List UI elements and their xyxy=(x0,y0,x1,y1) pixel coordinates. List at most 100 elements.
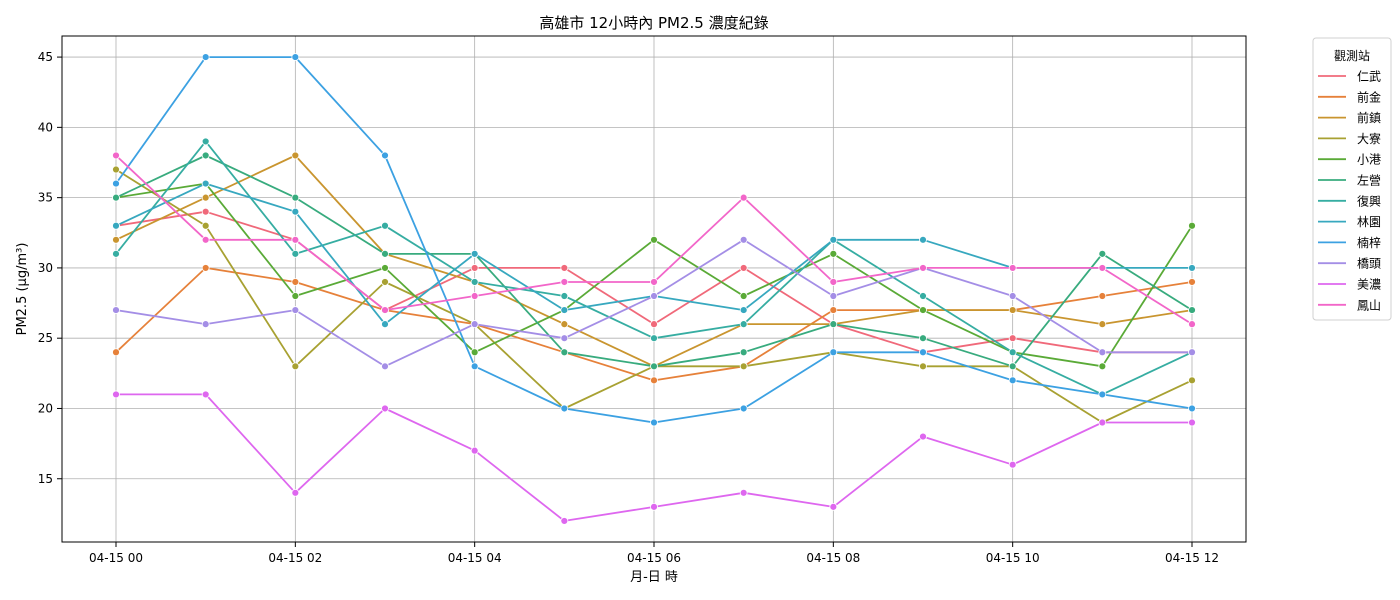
data-point xyxy=(381,249,389,258)
data-point xyxy=(112,348,120,357)
x-tick-label: 04-15 02 xyxy=(268,551,322,565)
data-point xyxy=(650,376,658,385)
data-point xyxy=(112,306,120,314)
data-point xyxy=(919,334,927,343)
data-point xyxy=(739,488,748,497)
data-point xyxy=(291,235,300,244)
data-point xyxy=(829,292,838,300)
data-point xyxy=(829,348,838,357)
data-point xyxy=(1188,418,1196,427)
data-point xyxy=(291,306,300,314)
data-point xyxy=(112,193,120,202)
data-point xyxy=(1098,362,1107,371)
data-point xyxy=(560,404,569,413)
data-point xyxy=(560,348,569,357)
data-point xyxy=(470,278,479,286)
legend-box xyxy=(1312,37,1392,321)
data-point xyxy=(201,53,210,61)
legend-label: 仁武 xyxy=(1357,70,1381,84)
data-point xyxy=(650,502,658,511)
data-point xyxy=(1008,376,1017,385)
legend-label: 左營 xyxy=(1357,173,1381,188)
y-tick-label: 35 xyxy=(38,191,53,205)
x-tick-label: 04-15 10 xyxy=(986,551,1040,565)
data-point xyxy=(1188,221,1196,230)
data-point xyxy=(650,362,658,371)
data-point xyxy=(201,193,210,202)
data-point xyxy=(1188,278,1196,286)
data-point xyxy=(739,235,748,244)
y-axis-label: PM2.5 (μg/m³) xyxy=(15,243,30,336)
data-point xyxy=(112,390,120,399)
data-point xyxy=(560,517,569,525)
data-point xyxy=(112,165,120,174)
data-point xyxy=(919,235,927,244)
data-point xyxy=(650,292,658,300)
data-point xyxy=(291,207,300,216)
data-point xyxy=(291,53,300,61)
data-point xyxy=(829,320,838,329)
data-point xyxy=(201,179,210,188)
legend-title: 觀測站 xyxy=(1334,49,1370,63)
data-point xyxy=(291,488,300,497)
data-point xyxy=(829,306,838,314)
legend-label: 小港 xyxy=(1357,153,1381,167)
legend-label: 美濃 xyxy=(1357,278,1381,292)
x-axis-ticks: 04-15 00 04-15 02 04-15 04 04-15 06 04-15 08… xyxy=(89,542,1219,565)
legend-entry: 小港 xyxy=(1318,153,1381,167)
data-point xyxy=(201,207,210,216)
data-point xyxy=(1098,292,1107,300)
data-point xyxy=(381,320,389,329)
data-point xyxy=(112,235,120,244)
data-point xyxy=(470,249,479,258)
y-tick-label: 25 xyxy=(38,331,53,345)
legend-label: 前金 xyxy=(1357,89,1381,104)
data-point xyxy=(381,306,389,314)
data-point xyxy=(1008,334,1017,343)
chart-title: 高雄市 12小時內 PM2.5 濃度紀錄 xyxy=(539,14,768,32)
data-point xyxy=(470,362,479,371)
legend-entry: 復興 xyxy=(1318,193,1381,208)
data-point xyxy=(1008,292,1017,300)
data-point xyxy=(739,264,748,272)
data-point xyxy=(650,235,658,244)
legend-entry: 楠梓 xyxy=(1318,235,1381,250)
data-point xyxy=(1188,306,1196,314)
data-point xyxy=(739,404,748,413)
data-point xyxy=(291,278,300,286)
data-point xyxy=(112,179,120,188)
data-point xyxy=(1098,390,1107,399)
data-point xyxy=(650,418,658,427)
data-point xyxy=(739,320,748,329)
data-point xyxy=(291,362,300,371)
series-lines xyxy=(112,53,1196,525)
y-axis-ticks: 15 20 25 30 35 40 45 xyxy=(38,50,62,486)
data-point xyxy=(201,320,210,329)
data-point xyxy=(1008,264,1017,272)
legend-entry: 前金 xyxy=(1318,89,1381,104)
data-point xyxy=(1008,460,1017,469)
data-point xyxy=(1098,264,1107,272)
data-point xyxy=(112,249,120,258)
legend-entry: 大寮 xyxy=(1318,131,1381,146)
data-point xyxy=(919,432,927,441)
data-point xyxy=(1008,362,1017,371)
data-point xyxy=(201,264,210,272)
legend-entry: 前鎮 xyxy=(1318,110,1381,125)
data-point xyxy=(560,292,569,300)
data-point xyxy=(739,306,748,314)
data-point xyxy=(1008,348,1017,357)
data-point xyxy=(470,446,479,455)
data-point xyxy=(381,221,389,230)
data-point xyxy=(919,292,927,300)
data-point xyxy=(201,390,210,399)
legend-label: 橋頭 xyxy=(1357,257,1381,271)
data-point xyxy=(201,221,210,230)
legend-entry: 鳳山 xyxy=(1318,298,1381,312)
data-point xyxy=(291,249,300,258)
x-tick-label: 04-15 06 xyxy=(627,551,681,565)
data-point xyxy=(470,264,479,272)
data-point xyxy=(739,292,748,300)
series-鳳山 xyxy=(112,151,1196,329)
